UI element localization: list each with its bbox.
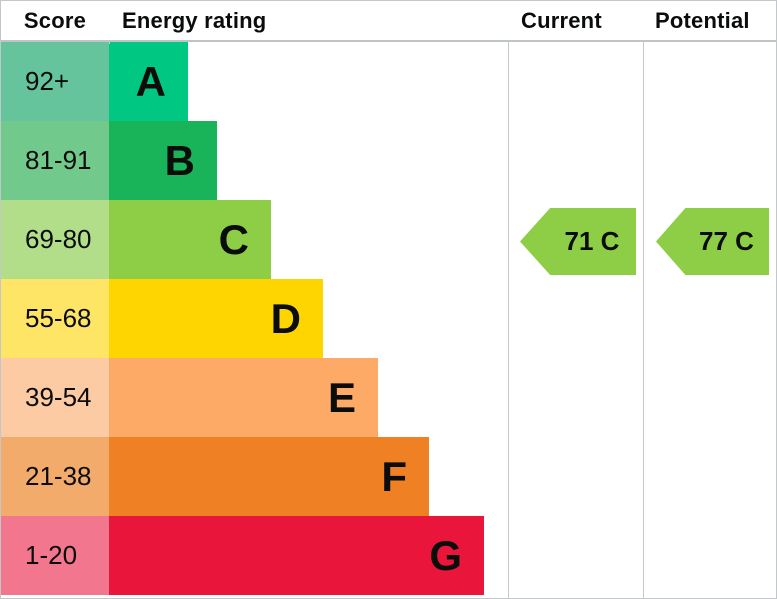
header-current: Current (521, 7, 602, 33)
band-rows: 92+ A 81-91 B 69-80 C 55-68 D 39-54 (1, 42, 776, 595)
band-bar: B (109, 121, 217, 200)
header-score: Score (23, 7, 87, 33)
band-row: 39-54 E (1, 358, 776, 437)
band-score-range: 39-54 (1, 358, 109, 437)
header-potential: Potential (655, 7, 750, 33)
band-row: 1-20 G (1, 516, 776, 595)
band-bar: F (109, 437, 429, 516)
band-score-range: 81-91 (1, 121, 109, 200)
band-letter: G (429, 531, 462, 579)
band-score-range: 92+ (1, 42, 109, 121)
potential-rating-label: 77 C (699, 226, 754, 256)
chart-header: Score Energy rating Current Potential (1, 1, 776, 42)
band-score-range: 55-68 (1, 279, 109, 358)
band-row: 21-38 F (1, 437, 776, 516)
band-bar: E (109, 358, 378, 437)
divider-potential-column (643, 1, 644, 598)
band-bar: A (109, 42, 188, 121)
band-score-range: 69-80 (1, 200, 109, 279)
band-letter: C (218, 215, 249, 263)
potential-rating-arrow: 77 C (656, 208, 769, 275)
band-bar: G (109, 516, 484, 595)
band-row: 55-68 D (1, 279, 776, 358)
current-rating-label: 71 C (564, 226, 620, 256)
band-letter: A (135, 57, 166, 105)
band-bar: D (109, 279, 323, 358)
band-row: 92+ A (1, 42, 776, 121)
band-bar: C (109, 200, 271, 279)
band-score-range: 1-20 (1, 516, 109, 595)
band-letter: F (381, 452, 407, 500)
band-row: 69-80 C (1, 200, 776, 279)
band-letter: E (327, 373, 356, 421)
band-score-range: 21-38 (1, 437, 109, 516)
band-row: 81-91 B (1, 121, 776, 200)
band-letter: B (164, 136, 195, 184)
divider-current-column (508, 1, 509, 598)
band-letter: D (270, 294, 301, 342)
header-energy-rating: Energy rating (122, 7, 267, 33)
